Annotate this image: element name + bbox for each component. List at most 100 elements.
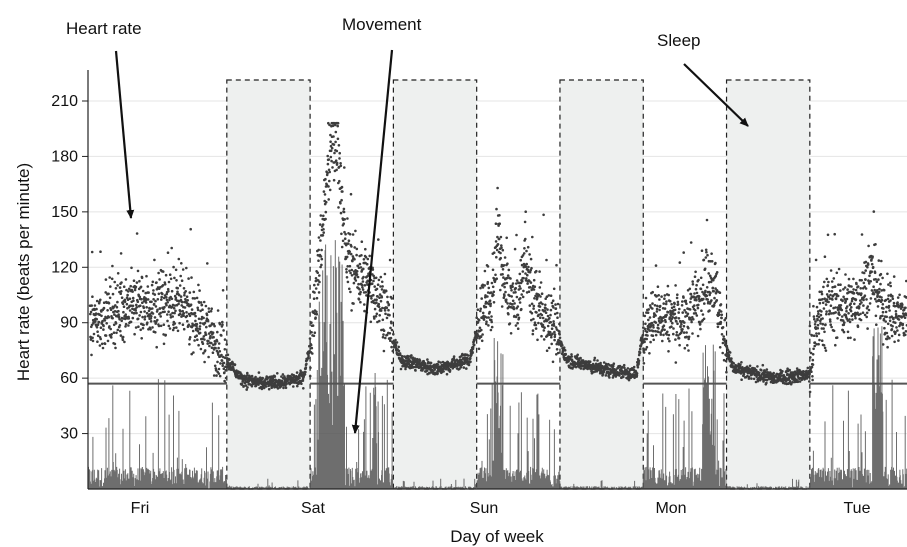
heart-rate-point (126, 293, 129, 297)
heart-rate-point (506, 274, 510, 277)
heart-rate-point (826, 284, 830, 287)
heart-rate-point (621, 365, 624, 369)
heart-rate-point (155, 281, 158, 284)
heart-rate-point (553, 333, 557, 336)
heart-rate-point (671, 321, 674, 325)
heart-rate-point (828, 310, 831, 313)
heart-rate-point (531, 332, 535, 336)
heart-rate-point (305, 362, 308, 366)
heart-rate-point (544, 297, 547, 301)
heart-rate-point (107, 315, 111, 319)
heart-rate-point (708, 309, 711, 312)
heart-rate-point (322, 228, 325, 231)
heart-rate-point (348, 264, 352, 268)
heart-rate-point (854, 298, 858, 301)
heart-rate-point (168, 327, 172, 330)
heart-rate-point (507, 312, 510, 316)
heart-rate-point (99, 326, 103, 330)
heart-rate-point (528, 270, 532, 274)
heart-rate-point (218, 322, 222, 326)
heart-rate-point (622, 363, 626, 367)
heart-rate-point (144, 301, 148, 304)
heart-rate-point (98, 344, 102, 347)
heart-rate-point (537, 309, 541, 312)
heart-rate-point (904, 333, 907, 337)
heart-rate-point (877, 259, 881, 262)
heart-rate-point (166, 319, 169, 323)
heart-rate-point (466, 357, 469, 361)
heart-rate-point (188, 338, 191, 341)
heart-rate-point (490, 325, 494, 329)
heart-rate-point (645, 345, 649, 349)
heart-rate-point (190, 308, 194, 311)
heart-rate-point (260, 387, 264, 391)
heart-rate-point (388, 332, 392, 335)
heart-rate-point (122, 305, 126, 309)
heart-rate-point (181, 300, 184, 304)
heart-rate-point (525, 277, 528, 280)
heart-rate-point (340, 185, 344, 189)
heart-rate-point (112, 323, 116, 327)
heart-rate-point (375, 301, 378, 304)
heart-rate-point (313, 283, 316, 287)
heart-rate-point (179, 310, 182, 313)
heart-rate-point (213, 364, 217, 368)
heart-rate-point (687, 326, 690, 330)
heart-rate-point (390, 345, 393, 349)
heart-rate-point (492, 301, 496, 304)
heart-rate-point (310, 331, 313, 334)
heart-rate-point (663, 294, 667, 297)
heart-rate-point (688, 308, 692, 311)
heart-rate-point (701, 290, 704, 294)
heart-rate-point (656, 304, 659, 308)
heart-rate-point (317, 236, 321, 239)
heart-rate-point (862, 298, 865, 302)
heart-rate-point (508, 294, 511, 298)
heart-rate-point (116, 272, 120, 275)
heart-rate-point (593, 358, 596, 362)
heart-rate-point (362, 267, 365, 271)
heart-rate-point (209, 309, 213, 313)
heart-rate-point (821, 301, 825, 305)
heart-rate-point (523, 220, 527, 224)
heart-rate-point (499, 251, 502, 255)
heart-rate-point (720, 316, 723, 320)
heart-rate-point (160, 298, 163, 301)
heart-rate-point (93, 304, 97, 307)
heart-rate-point (115, 305, 119, 309)
heart-rate-point (330, 146, 334, 150)
heart-rate-point (150, 283, 154, 287)
heart-rate-point (246, 386, 249, 389)
heart-rate-point (637, 361, 640, 365)
heart-rate-point (647, 308, 650, 311)
heart-rate-point (813, 323, 817, 326)
heart-rate-point (185, 295, 189, 299)
heart-rate-point (667, 350, 670, 353)
heart-rate-point (900, 305, 904, 309)
heart-rate-point (848, 320, 852, 324)
heart-rate-point (201, 342, 205, 346)
heart-rate-point (175, 326, 178, 329)
heart-rate-point (394, 338, 397, 342)
heart-rate-point (257, 383, 260, 386)
heart-rate-point (399, 353, 402, 357)
heart-rate-point (221, 320, 224, 324)
heart-rate-point (164, 333, 167, 337)
heart-rate-point (139, 310, 143, 314)
heart-rate-point (374, 315, 378, 318)
heart-rate-point (222, 367, 226, 371)
heart-rate-point (151, 326, 154, 329)
heart-rate-point (336, 121, 340, 125)
heart-rate-point (644, 348, 648, 351)
heart-rate-point (485, 320, 488, 324)
heart-rate-point (903, 316, 907, 320)
heart-rate-point (740, 378, 743, 382)
heart-rate-point (472, 343, 476, 347)
heart-rate-point (106, 309, 109, 312)
heart-rate-point (133, 311, 136, 315)
heart-rate-point (841, 319, 845, 322)
heart-rate-point (89, 312, 92, 316)
heart-rate-point (129, 284, 132, 288)
heart-rate-point (500, 246, 503, 250)
heart-rate-point (870, 258, 873, 261)
